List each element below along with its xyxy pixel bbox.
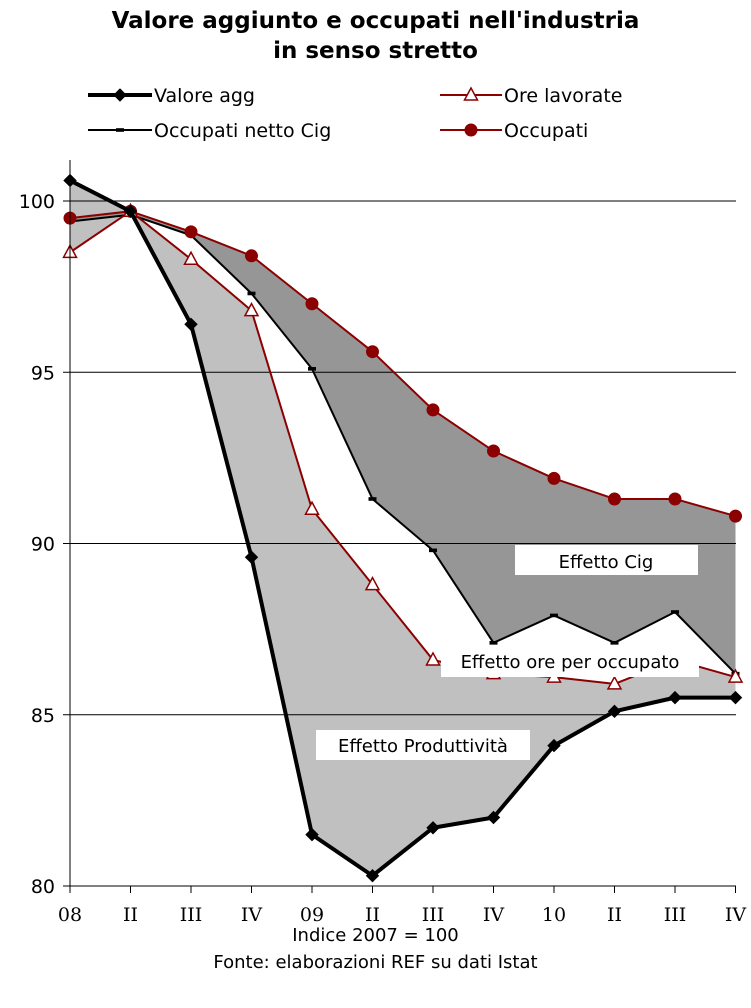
x-tick-label-3: IV xyxy=(241,904,263,926)
point-occupati-netto-cig-3 xyxy=(247,291,256,296)
point-occupati-4 xyxy=(305,297,319,311)
x-tick-label-2: III xyxy=(180,904,203,926)
point-occupati-7 xyxy=(487,444,500,458)
point-valore-agg-4 xyxy=(305,827,319,842)
point-ore-lavorate-3 xyxy=(243,302,260,317)
x-tick-label-6: III xyxy=(422,904,445,926)
point-occupati-netto-cig-9 xyxy=(610,641,619,645)
point-occupati-netto-cig-6 xyxy=(429,548,437,553)
point-valore-agg-8 xyxy=(547,738,561,753)
point-valore-agg-9 xyxy=(607,704,622,719)
legend-label-valore-agg: Valore agg xyxy=(154,85,255,107)
point-valore-agg-10 xyxy=(668,690,682,705)
legend-marker-occupati xyxy=(464,123,478,137)
point-occupati-3 xyxy=(245,249,258,263)
point-ore-lavorate-5 xyxy=(364,576,381,591)
y-tick-label-90: 90 xyxy=(31,534,55,556)
point-ore-lavorate-2 xyxy=(183,250,199,265)
point-occupati-2 xyxy=(184,225,198,239)
y-tick-label-100: 100 xyxy=(19,191,55,213)
point-occupati-netto-cig-5 xyxy=(368,497,377,501)
point-occupati-5 xyxy=(366,345,379,359)
point-occupati-10 xyxy=(668,492,682,506)
point-valore-agg-11 xyxy=(728,690,743,705)
series-line-ore-lavorate xyxy=(69,210,736,685)
x-tick-label-7: IV xyxy=(483,904,505,926)
x-tick-label-5: II xyxy=(365,904,380,926)
point-occupati-9 xyxy=(608,492,621,506)
point-ore-lavorate-9 xyxy=(606,675,623,690)
chart-title-line2: in senso stretto xyxy=(273,38,478,64)
x-tick-label-4: 09 xyxy=(300,904,324,926)
annotation-label-0: Effetto Cig xyxy=(559,552,654,573)
legend-marker-ore-lavorate xyxy=(463,86,479,101)
band-productivity xyxy=(70,180,736,876)
x-tick-label-1: II xyxy=(123,904,138,926)
point-ore-lavorate-6 xyxy=(425,651,441,666)
y-tick-label-80: 80 xyxy=(31,876,55,898)
point-occupati-6 xyxy=(426,403,440,417)
point-valore-agg-1 xyxy=(123,204,138,218)
legend-label-occupati: Occupati xyxy=(504,120,588,142)
chart-title-line1: Valore aggiunto e occupati nell'industri… xyxy=(111,8,640,34)
point-occupati-netto-cig-8 xyxy=(550,613,558,618)
point-occupati-netto-cig-10 xyxy=(671,610,679,614)
series-line-valore-agg xyxy=(69,178,736,878)
point-valore-agg-2 xyxy=(184,317,198,332)
point-valore-agg-5 xyxy=(365,869,380,883)
legend-marker-valore-agg xyxy=(113,88,127,102)
point-valore-agg-3 xyxy=(244,550,259,564)
x-tick-label-11: IV xyxy=(725,904,747,926)
legend-label-occupati-netto-cig: Occupati netto Cig xyxy=(154,120,331,142)
legend-marker-occupati-netto-cig xyxy=(116,128,124,132)
point-occupati-netto-cig-7 xyxy=(489,641,498,645)
annotation-box-0 xyxy=(515,545,698,575)
legend-label-ore-lavorate: Ore lavorate xyxy=(504,85,622,107)
x-tick-label-9: II xyxy=(607,904,622,926)
point-occupati-netto-cig-4 xyxy=(308,367,316,371)
annotation-label-1: Effetto ore per occupato xyxy=(461,652,680,673)
annotation-box-2 xyxy=(316,730,530,760)
y-tick-label-85: 85 xyxy=(31,705,55,727)
y-tick-label-95: 95 xyxy=(31,362,55,384)
x-tick-label-0: 08 xyxy=(58,904,82,926)
point-ore-lavorate-11 xyxy=(727,668,744,683)
annotation-box-1 xyxy=(441,647,699,677)
point-occupati-11 xyxy=(729,509,742,523)
x-tick-label-8: 10 xyxy=(542,904,566,926)
chart-title: Valore aggiunto e occupati nell'industri… xyxy=(0,6,751,66)
footer-source: Fonte: elaborazioni REF su dati Istat xyxy=(213,952,538,973)
footer-index-note: Indice 2007 = 100 xyxy=(292,925,459,946)
series-line-occupati-netto-cig xyxy=(69,213,737,675)
point-valore-agg-6 xyxy=(426,821,440,835)
series-line-occupati xyxy=(69,210,736,518)
point-valore-agg-7 xyxy=(486,810,501,825)
x-tick-label-10: III xyxy=(664,904,687,926)
point-ore-lavorate-4 xyxy=(304,500,320,515)
point-occupati-8 xyxy=(547,471,561,485)
annotation-label-2: Effetto Produttività xyxy=(338,736,508,757)
